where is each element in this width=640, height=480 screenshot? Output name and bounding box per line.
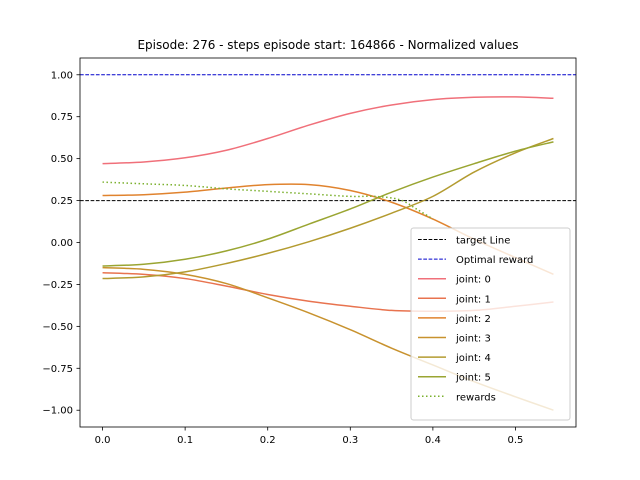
series-line-joint-0 [102, 96, 554, 165]
y-tick-label: 0.25 [51, 196, 73, 207]
x-tick-label: 0.5 [508, 435, 524, 446]
legend-label: joint: 3 [455, 334, 491, 345]
legend-box [410, 227, 571, 421]
series-line-joint-4 [102, 137, 554, 280]
y-tick-label: 1.00 [51, 70, 73, 81]
y-tick-label: −0.75 [42, 364, 73, 375]
legend-label: joint: 0 [455, 275, 491, 286]
x-tick-label: 0.2 [260, 435, 276, 446]
x-tick-label: 0.0 [95, 435, 111, 446]
x-tick-label: 0.1 [177, 435, 193, 446]
series-line-joint-5 [102, 141, 554, 267]
legend-label: joint: 1 [455, 294, 491, 305]
legend-label: joint: 4 [455, 353, 491, 364]
legend-label: Optimal reward [456, 255, 533, 266]
x-tick-label: 0.3 [342, 435, 358, 446]
y-tick-label: 0.75 [51, 112, 73, 123]
legend-label: rewards [456, 392, 496, 403]
y-tick-label: −0.50 [42, 322, 73, 333]
legend-label: joint: 2 [455, 314, 491, 325]
legend-label: target Line [456, 236, 510, 247]
y-tick-label: 0.50 [51, 154, 73, 165]
legend-label: joint: 5 [455, 373, 491, 384]
y-tick-label: −1.00 [42, 406, 73, 417]
y-tick-label: −0.25 [42, 280, 73, 291]
chart-title: Episode: 276 - steps episode start: 1648… [137, 38, 518, 52]
x-tick-label: 0.4 [425, 435, 441, 446]
y-tick-label: 0.00 [51, 238, 73, 249]
